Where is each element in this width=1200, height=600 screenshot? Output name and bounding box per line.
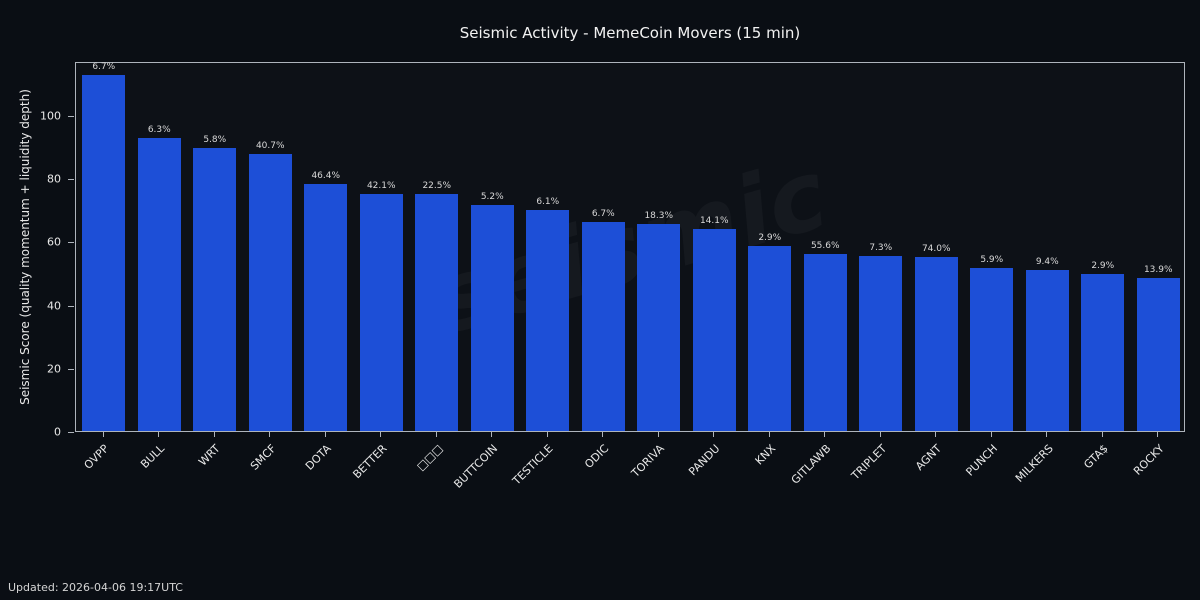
y-tick-label: 0 — [54, 425, 61, 439]
bar-value-label: 6.7% — [591, 209, 615, 220]
bar-value-label: 5.9% — [980, 255, 1004, 266]
x-tick-label: BULL — [138, 442, 168, 471]
x-tick-label: PUNCH — [963, 442, 1000, 479]
y-axis-ticks: 0 20 40 60 80 100 — [0, 62, 75, 439]
bar-value-label: 5.2% — [480, 191, 504, 202]
y-tick-label: 80 — [47, 172, 61, 186]
bar-value-label: 40.7% — [255, 141, 285, 152]
x-tick-label: □□□ — [413, 442, 445, 474]
x-tick-mark — [380, 432, 382, 437]
y-tick-label: 60 — [47, 235, 61, 249]
x-tick-label: KNX — [752, 442, 778, 468]
bar-DOTA — [304, 184, 348, 431]
x-axis-labels: OVPP BULL WRT SMCF DOTA BETTER □□□ BUTTCOIN TEST… — [75, 432, 1185, 512]
bar-SMCF — [248, 154, 292, 431]
bar-value-label: 22.5% — [422, 181, 452, 192]
x-tick-label: ROCKY — [1130, 442, 1167, 478]
bar-MILKERS — [1025, 269, 1069, 431]
x-tick-mark — [768, 432, 770, 437]
bar-value-label: 6.7% — [92, 62, 116, 73]
bar-value-label: 42.1% — [366, 180, 396, 191]
x-tick-label: SMCF — [247, 442, 279, 473]
y-tick-mark — [68, 432, 74, 433]
x-tick-mark — [713, 432, 715, 437]
x-tick-mark — [879, 432, 881, 437]
bar-GITLAWB — [803, 253, 847, 431]
x-tick-mark — [491, 432, 493, 437]
bar-ROCKY — [1136, 277, 1180, 431]
y-tick-label: 100 — [40, 109, 61, 123]
bar-BUTTCOIN — [470, 204, 514, 431]
x-tick-label: BUTTCOIN — [451, 442, 501, 491]
chart-title: Seismic Activity - MemeCoin Movers (15 m… — [459, 24, 801, 42]
updated-timestamp: Updated: 2026-04-06 19:17UTC — [8, 581, 183, 594]
x-tick-mark — [435, 432, 437, 437]
x-tick-mark — [158, 432, 160, 437]
bar-TESTICLE — [526, 209, 570, 431]
bar-PANDU — [692, 228, 736, 431]
x-tick-label: PANDU — [686, 442, 723, 479]
x-tick-label: AGNT — [913, 442, 945, 473]
bar-value-label: 46.4% — [311, 171, 341, 182]
bar-value-label: 2.9% — [758, 233, 782, 243]
y-tick-mark — [68, 305, 74, 307]
x-tick-label: WRT — [196, 442, 223, 469]
bar-BETTER — [359, 193, 403, 431]
x-tick-mark — [102, 432, 104, 437]
x-tick-label: TESTICLE — [510, 442, 556, 488]
bar-value-label: 13.9% — [1143, 264, 1173, 275]
x-tick-mark — [269, 432, 271, 437]
y-tick-mark — [68, 179, 74, 180]
bar-value-label: 9.4% — [1035, 256, 1059, 267]
x-tick-mark — [1157, 432, 1159, 437]
bar-value-label: 6.1% — [536, 196, 560, 207]
x-tick-label: TRIPLET — [848, 442, 889, 483]
bar-OVPP — [82, 75, 126, 431]
y-tick-label: 20 — [47, 362, 61, 376]
y-tick-mark — [68, 242, 74, 244]
x-tick-label: GTA$ — [1081, 442, 1111, 472]
bar-value-label: 55.6% — [810, 240, 840, 251]
bar-value-label: 7.3% — [869, 242, 893, 253]
x-tick-mark — [657, 432, 659, 437]
y-tick-mark — [68, 368, 74, 370]
bar-□□□ — [415, 194, 459, 431]
x-tick-label: GITLAWB — [788, 442, 834, 487]
bar-ODIC — [581, 222, 625, 431]
plot-area: seismic 6.7%6.3%5.8%40.7%46.4%42.1%22.5%… — [75, 62, 1185, 432]
bar-value-label: 6.3% — [147, 125, 171, 136]
x-tick-mark — [824, 432, 826, 437]
x-tick-mark — [935, 432, 937, 437]
bar-PUNCH — [970, 268, 1014, 431]
x-tick-label: OVPP — [82, 442, 112, 472]
x-tick-label: ODIC — [582, 442, 612, 472]
bar-value-label: 14.1% — [699, 215, 729, 226]
x-tick-mark — [324, 432, 326, 437]
y-tick-mark — [68, 115, 74, 117]
bar-value-label: 2.9% — [1091, 261, 1115, 272]
y-tick-label: 40 — [47, 299, 61, 312]
x-tick-mark — [213, 432, 215, 437]
bar-TORIVA — [637, 223, 681, 431]
x-tick-label: BETTER — [350, 442, 390, 482]
bar-GTA$ — [1081, 274, 1125, 431]
x-tick-label: MILKERS — [1012, 442, 1056, 485]
bar-KNX — [748, 246, 792, 431]
x-tick-label: TORIVA — [629, 442, 667, 480]
x-tick-mark — [1101, 432, 1103, 437]
bar-TRIPLET — [859, 255, 903, 431]
bar-WRT — [193, 147, 237, 431]
bar-value-label: 5.8% — [203, 134, 227, 145]
x-tick-mark — [546, 432, 548, 437]
x-tick-mark — [602, 432, 604, 437]
x-tick-mark — [990, 432, 992, 437]
bar-AGNT — [914, 257, 958, 431]
bar-value-label: 74.0% — [921, 244, 951, 255]
x-tick-label: DOTA — [303, 442, 334, 473]
bar-value-label: 18.3% — [644, 210, 674, 221]
bar-BULL — [137, 138, 181, 431]
x-tick-mark — [1046, 432, 1048, 437]
